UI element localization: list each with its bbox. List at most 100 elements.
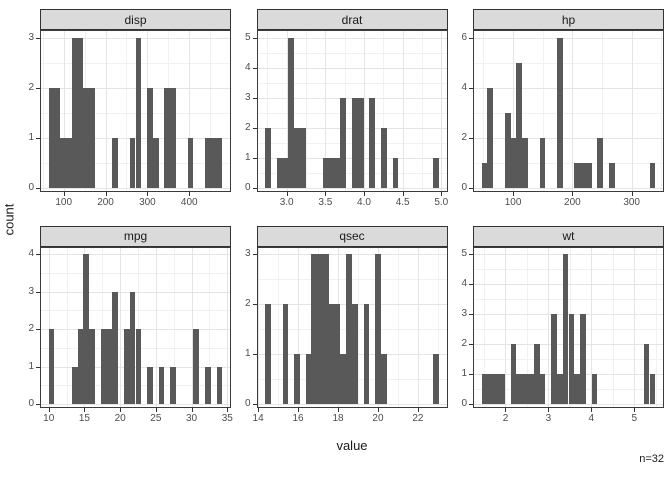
plot-panel xyxy=(40,246,231,408)
histogram-bar xyxy=(170,366,176,405)
gridline-minor-vertical xyxy=(602,30,603,192)
gridline-major-horizontal xyxy=(40,291,231,293)
gridline-minor-vertical xyxy=(421,30,423,192)
facet-strip: disp xyxy=(40,9,231,30)
y-tick-mark xyxy=(252,37,257,39)
x-tick-mark xyxy=(505,408,507,412)
y-tick-mark xyxy=(36,87,40,89)
y-tick-label: 2 xyxy=(244,121,251,133)
gridline-major-vertical xyxy=(105,30,107,192)
y-tick-mark xyxy=(469,404,473,406)
y-tick-mark xyxy=(469,37,473,39)
histogram-bar xyxy=(323,254,329,405)
gridline-major-horizontal xyxy=(256,188,448,190)
x-tick-label: 35 xyxy=(221,412,233,424)
y-tick-label: 0 xyxy=(28,398,34,410)
gridline-major-vertical xyxy=(325,30,327,192)
x-axis-title: value xyxy=(336,438,368,453)
histogram-bar xyxy=(352,97,358,189)
x-tick-label: 5 xyxy=(631,412,637,424)
histogram-bar xyxy=(481,163,488,189)
histogram-bar xyxy=(66,138,72,189)
histogram-bar xyxy=(516,62,523,189)
x-tick-mark xyxy=(513,192,515,196)
histogram-bar xyxy=(216,366,223,405)
gridline-minor-vertical xyxy=(397,246,399,408)
y-tick-label: 0 xyxy=(244,182,251,194)
x-tick-mark xyxy=(105,192,107,196)
gridline-major-vertical xyxy=(298,246,300,408)
facet-disp: disp 0 1 2 3 100 200 300 400 xyxy=(28,9,231,208)
gridline-minor-vertical xyxy=(357,246,359,408)
plot-panel xyxy=(256,30,448,192)
x-tick-mark xyxy=(377,408,379,412)
x-tick-label: 15 xyxy=(78,412,90,424)
y-tick-label: 3 xyxy=(244,248,251,259)
x-tick-mark xyxy=(325,192,327,196)
y-tick-label: 4 xyxy=(28,248,34,259)
histogram-bar xyxy=(152,138,159,189)
y-tick-mark xyxy=(36,138,40,139)
y-tick-label: 6 xyxy=(461,31,467,43)
y-tick-mark xyxy=(36,188,40,190)
facet-drat: drat 0 1 2 3 4 5 3.0 3.5 4.0 4.5 5.0 xyxy=(245,9,448,208)
histogram-bar xyxy=(609,163,615,189)
histogram-bar xyxy=(357,97,364,189)
gridline-minor-horizontal xyxy=(473,163,664,165)
x-tick-label: 100 xyxy=(55,196,73,208)
histogram-bar xyxy=(129,291,136,405)
x-tick-mark xyxy=(548,408,550,412)
histogram-bar xyxy=(574,374,581,405)
facet-strip: mpg xyxy=(40,225,231,247)
histogram-bar xyxy=(282,158,289,189)
histogram-bar xyxy=(643,344,650,405)
histogram-bar xyxy=(510,344,517,405)
x-tick-label: 3.5 xyxy=(318,196,333,208)
y-tick-mark xyxy=(36,404,40,406)
y-tick-label: 1 xyxy=(461,368,467,380)
histogram-bar xyxy=(591,374,598,405)
y-tick-label: 1 xyxy=(244,152,251,164)
y-tick-mark xyxy=(469,374,473,376)
histogram-bar xyxy=(369,97,376,189)
x-tick-label: 3 xyxy=(545,412,552,424)
histogram-bar xyxy=(493,374,500,405)
x-tick-mark xyxy=(48,408,50,412)
x-tick-label: 20 xyxy=(114,412,126,424)
y-tick-mark xyxy=(469,138,473,139)
x-tick-label: 3.0 xyxy=(279,196,294,208)
histogram-bar xyxy=(210,138,217,189)
y-tick-label: 5 xyxy=(244,31,251,43)
histogram-bar xyxy=(334,304,341,405)
histogram-bar xyxy=(305,354,312,405)
facet-strip-label: disp xyxy=(124,12,147,27)
facet-wt: wt 0 1 2 3 4 5 2 3 4 5 xyxy=(461,225,664,424)
x-tick-mark xyxy=(63,192,65,196)
y-tick-mark xyxy=(36,366,40,368)
x-tick-label: 200 xyxy=(97,196,114,208)
histogram-bar xyxy=(334,158,341,189)
y-tick-label: 2 xyxy=(461,338,467,350)
y-tick-mark xyxy=(252,404,257,406)
histogram-bar xyxy=(294,354,300,405)
gridline-minor-vertical xyxy=(383,30,385,192)
gridline-major-horizontal xyxy=(256,67,448,69)
histogram-bar xyxy=(522,374,528,405)
x-tick-mark xyxy=(402,192,404,196)
histogram-bar xyxy=(352,304,358,405)
y-tick-mark xyxy=(36,254,40,255)
gridline-major-vertical xyxy=(634,246,636,408)
gridline-minor-horizontal xyxy=(256,82,448,84)
y-tick-mark xyxy=(252,127,257,129)
x-tick-mark xyxy=(191,408,193,412)
gridline-major-horizontal xyxy=(40,254,231,255)
histogram-bar xyxy=(147,366,153,405)
gridline-major-vertical xyxy=(363,30,365,192)
histogram-bar xyxy=(597,138,604,189)
histogram-bar xyxy=(299,127,306,189)
x-tick-label: 25 xyxy=(150,412,162,424)
x-tick-mark xyxy=(417,408,419,412)
x-tick-mark xyxy=(338,408,339,412)
x-tick-label: 30 xyxy=(186,412,198,424)
